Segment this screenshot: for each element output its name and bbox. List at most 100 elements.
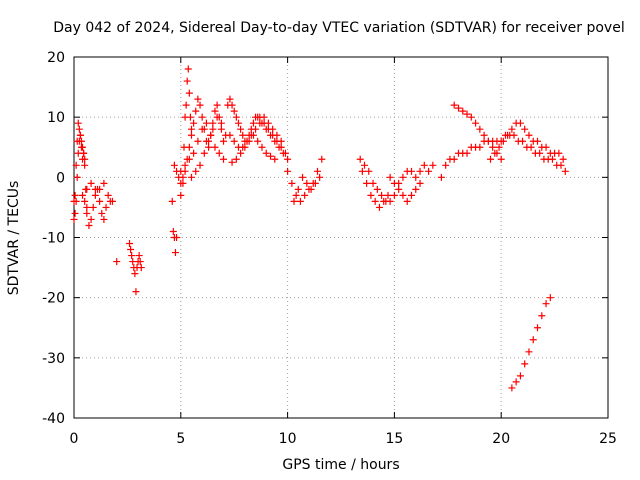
data-point bbox=[179, 173, 187, 181]
data-point bbox=[378, 191, 386, 199]
data-point bbox=[220, 155, 228, 163]
data-point bbox=[81, 197, 89, 205]
data-point bbox=[296, 197, 304, 205]
data-point bbox=[239, 131, 247, 139]
data-point bbox=[555, 149, 563, 157]
data-point bbox=[108, 197, 116, 205]
data-point bbox=[209, 125, 217, 133]
data-point bbox=[284, 155, 292, 163]
y-tick-label: 20 bbox=[47, 50, 65, 66]
data-point bbox=[71, 191, 79, 199]
data-point bbox=[307, 185, 315, 193]
data-point bbox=[87, 215, 95, 223]
data-point bbox=[487, 155, 495, 163]
data-point bbox=[516, 372, 524, 380]
data-point bbox=[198, 113, 206, 121]
x-axis-label: GPS time / hours bbox=[282, 457, 399, 473]
y-tick-label: -40 bbox=[42, 411, 65, 427]
data-point bbox=[273, 131, 281, 139]
data-point bbox=[202, 119, 210, 127]
data-point bbox=[126, 240, 134, 248]
data-point bbox=[83, 185, 91, 193]
data-point bbox=[429, 161, 437, 169]
series-arc8 bbox=[170, 65, 195, 187]
data-point bbox=[173, 234, 181, 241]
data-point bbox=[416, 167, 424, 175]
data-point bbox=[299, 173, 307, 181]
x-tick-label: 15 bbox=[385, 431, 403, 447]
data-point bbox=[183, 77, 191, 85]
data-point bbox=[373, 185, 381, 193]
data-point bbox=[277, 137, 285, 145]
data-point bbox=[196, 101, 204, 109]
data-point bbox=[249, 119, 257, 127]
data-point bbox=[491, 149, 499, 157]
data-point bbox=[508, 384, 516, 392]
gridlines bbox=[74, 57, 608, 418]
data-point bbox=[254, 137, 262, 145]
x-tick-label: 10 bbox=[279, 431, 297, 447]
data-point bbox=[200, 149, 208, 157]
data-point bbox=[181, 161, 189, 169]
data-point bbox=[72, 197, 80, 205]
data-point bbox=[472, 119, 480, 127]
data-point bbox=[211, 107, 219, 115]
data-point bbox=[314, 167, 322, 175]
data-point bbox=[137, 264, 145, 272]
data-point bbox=[412, 185, 420, 193]
data-point bbox=[194, 137, 202, 145]
data-point bbox=[437, 173, 445, 181]
data-point bbox=[187, 131, 195, 139]
data-point bbox=[237, 125, 245, 133]
data-point bbox=[102, 203, 110, 211]
data-point bbox=[177, 167, 185, 175]
series-arc10 bbox=[177, 119, 228, 175]
data-point bbox=[234, 119, 242, 127]
data-point bbox=[230, 137, 238, 145]
data-point bbox=[182, 101, 190, 109]
data-point bbox=[190, 149, 198, 157]
data-point bbox=[256, 119, 264, 127]
data-point bbox=[187, 173, 195, 181]
data-point bbox=[71, 209, 79, 217]
data-point bbox=[450, 101, 458, 109]
data-point bbox=[226, 131, 234, 139]
data-point bbox=[252, 125, 260, 133]
data-point bbox=[205, 143, 213, 151]
x-tick-label: 25 bbox=[599, 431, 617, 447]
data-point bbox=[81, 161, 89, 169]
data-point bbox=[499, 137, 507, 145]
data-point bbox=[316, 173, 324, 181]
data-point bbox=[128, 252, 136, 260]
data-point bbox=[217, 119, 225, 127]
data-point bbox=[190, 119, 198, 127]
data-point bbox=[177, 191, 185, 199]
data-point bbox=[292, 191, 300, 199]
data-point bbox=[527, 143, 535, 151]
data-point bbox=[228, 158, 236, 166]
data-point bbox=[463, 110, 471, 118]
data-point bbox=[386, 173, 394, 181]
data-point bbox=[395, 179, 403, 187]
data-point bbox=[367, 191, 375, 199]
data-point bbox=[521, 125, 529, 133]
x-tick-labels: 0 5 10 15 20 25 bbox=[70, 431, 617, 447]
data-point bbox=[264, 119, 272, 127]
data-point bbox=[371, 197, 379, 205]
data-point bbox=[232, 113, 240, 121]
data-point bbox=[184, 65, 192, 73]
data-point bbox=[171, 249, 179, 257]
data-point bbox=[281, 149, 289, 157]
data-point bbox=[542, 143, 550, 151]
data-point bbox=[384, 191, 392, 199]
data-point bbox=[91, 191, 99, 199]
series-arc16 bbox=[290, 173, 324, 205]
data-point bbox=[230, 107, 238, 115]
data-point bbox=[194, 95, 202, 103]
data-point bbox=[136, 258, 144, 266]
data-point bbox=[420, 161, 428, 169]
data-point bbox=[463, 149, 471, 157]
data-point bbox=[228, 101, 236, 109]
data-point bbox=[375, 203, 383, 211]
series-arc22 bbox=[487, 119, 567, 163]
